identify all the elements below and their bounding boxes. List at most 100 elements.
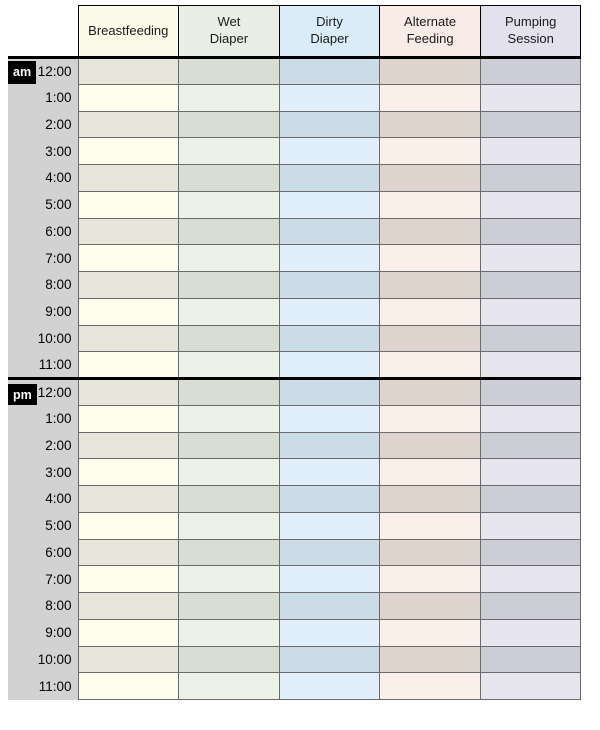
log-cell-wet-diaper[interactable]	[178, 431, 280, 460]
log-cell-alternate-feeding[interactable]	[379, 137, 481, 165]
log-cell-wet-diaper[interactable]	[178, 485, 280, 513]
log-cell-wet-diaper[interactable]	[178, 57, 280, 85]
log-cell-breastfeeding[interactable]	[77, 110, 180, 139]
log-cell-wet-diaper[interactable]	[178, 351, 280, 379]
log-cell-breastfeeding[interactable]	[77, 431, 180, 460]
log-cell-alternate-feeding[interactable]	[379, 217, 481, 246]
log-cell-pumping-session[interactable]	[479, 324, 582, 353]
log-cell-alternate-feeding[interactable]	[379, 431, 481, 460]
log-cell-dirty-diaper[interactable]	[278, 485, 381, 513]
log-cell-dirty-diaper[interactable]	[278, 217, 381, 246]
log-cell-pumping-session[interactable]	[479, 458, 582, 486]
log-cell-dirty-diaper[interactable]	[278, 110, 381, 139]
log-cell-pumping-session[interactable]	[479, 645, 582, 674]
log-cell-alternate-feeding[interactable]	[379, 377, 481, 406]
log-cell-dirty-diaper[interactable]	[278, 137, 381, 165]
log-cell-alternate-feeding[interactable]	[379, 110, 481, 139]
log-cell-wet-diaper[interactable]	[178, 565, 280, 593]
log-cell-breastfeeding[interactable]	[77, 672, 180, 700]
log-cell-alternate-feeding[interactable]	[379, 565, 481, 593]
log-cell-pumping-session[interactable]	[479, 565, 582, 593]
log-cell-pumping-session[interactable]	[479, 351, 582, 379]
log-cell-alternate-feeding[interactable]	[379, 592, 481, 620]
log-cell-breastfeeding[interactable]	[77, 485, 180, 513]
log-cell-wet-diaper[interactable]	[178, 110, 280, 139]
log-cell-alternate-feeding[interactable]	[379, 324, 481, 353]
log-cell-pumping-session[interactable]	[479, 538, 582, 567]
log-cell-wet-diaper[interactable]	[178, 645, 280, 674]
log-cell-pumping-session[interactable]	[479, 297, 582, 326]
log-cell-pumping-session[interactable]	[479, 244, 582, 272]
log-cell-wet-diaper[interactable]	[178, 164, 280, 192]
log-cell-pumping-session[interactable]	[479, 618, 582, 647]
log-cell-alternate-feeding[interactable]	[379, 297, 481, 326]
log-cell-pumping-session[interactable]	[479, 511, 582, 540]
log-cell-alternate-feeding[interactable]	[379, 645, 481, 674]
log-cell-wet-diaper[interactable]	[178, 377, 280, 406]
log-cell-pumping-session[interactable]	[479, 217, 582, 246]
log-cell-wet-diaper[interactable]	[178, 618, 280, 647]
log-cell-dirty-diaper[interactable]	[278, 351, 381, 379]
log-cell-wet-diaper[interactable]	[178, 217, 280, 246]
log-cell-breastfeeding[interactable]	[77, 592, 180, 620]
log-cell-breastfeeding[interactable]	[77, 351, 180, 379]
log-cell-pumping-session[interactable]	[479, 190, 582, 219]
log-cell-dirty-diaper[interactable]	[278, 404, 381, 433]
log-cell-dirty-diaper[interactable]	[278, 672, 381, 700]
log-cell-breastfeeding[interactable]	[77, 538, 180, 567]
log-cell-dirty-diaper[interactable]	[278, 511, 381, 540]
log-cell-dirty-diaper[interactable]	[278, 431, 381, 460]
log-cell-wet-diaper[interactable]	[178, 672, 280, 700]
log-cell-dirty-diaper[interactable]	[278, 244, 381, 272]
log-cell-wet-diaper[interactable]	[178, 404, 280, 433]
log-cell-wet-diaper[interactable]	[178, 511, 280, 540]
log-cell-wet-diaper[interactable]	[178, 297, 280, 326]
log-cell-dirty-diaper[interactable]	[278, 538, 381, 567]
log-cell-breastfeeding[interactable]	[77, 404, 180, 433]
log-cell-dirty-diaper[interactable]	[278, 565, 381, 593]
log-cell-alternate-feeding[interactable]	[379, 511, 481, 540]
log-cell-wet-diaper[interactable]	[178, 190, 280, 219]
log-cell-wet-diaper[interactable]	[178, 592, 280, 620]
log-cell-breastfeeding[interactable]	[77, 271, 180, 299]
log-cell-dirty-diaper[interactable]	[278, 297, 381, 326]
log-cell-wet-diaper[interactable]	[178, 324, 280, 353]
log-cell-breastfeeding[interactable]	[77, 190, 180, 219]
log-cell-dirty-diaper[interactable]	[278, 190, 381, 219]
log-cell-wet-diaper[interactable]	[178, 244, 280, 272]
log-cell-breastfeeding[interactable]	[77, 83, 180, 112]
log-cell-pumping-session[interactable]	[479, 431, 582, 460]
log-cell-pumping-session[interactable]	[479, 592, 582, 620]
log-cell-alternate-feeding[interactable]	[379, 404, 481, 433]
log-cell-pumping-session[interactable]	[479, 672, 582, 700]
log-cell-alternate-feeding[interactable]	[379, 83, 481, 112]
log-cell-alternate-feeding[interactable]	[379, 244, 481, 272]
log-cell-pumping-session[interactable]	[479, 377, 582, 406]
log-cell-breastfeeding[interactable]	[77, 164, 180, 192]
log-cell-pumping-session[interactable]	[479, 404, 582, 433]
log-cell-breastfeeding[interactable]	[77, 645, 180, 674]
log-cell-dirty-diaper[interactable]	[278, 377, 381, 406]
log-cell-breastfeeding[interactable]	[77, 377, 180, 406]
log-cell-breastfeeding[interactable]	[77, 217, 180, 246]
log-cell-pumping-session[interactable]	[479, 164, 582, 192]
log-cell-alternate-feeding[interactable]	[379, 672, 481, 700]
log-cell-alternate-feeding[interactable]	[379, 485, 481, 513]
log-cell-alternate-feeding[interactable]	[379, 57, 481, 85]
log-cell-breastfeeding[interactable]	[77, 324, 180, 353]
log-cell-pumping-session[interactable]	[479, 57, 582, 85]
log-cell-dirty-diaper[interactable]	[278, 592, 381, 620]
log-cell-alternate-feeding[interactable]	[379, 458, 481, 486]
log-cell-pumping-session[interactable]	[479, 485, 582, 513]
log-cell-dirty-diaper[interactable]	[278, 164, 381, 192]
log-cell-dirty-diaper[interactable]	[278, 324, 381, 353]
log-cell-pumping-session[interactable]	[479, 110, 582, 139]
log-cell-wet-diaper[interactable]	[178, 458, 280, 486]
log-cell-breastfeeding[interactable]	[77, 57, 180, 85]
log-cell-dirty-diaper[interactable]	[278, 618, 381, 647]
log-cell-dirty-diaper[interactable]	[278, 458, 381, 486]
log-cell-wet-diaper[interactable]	[178, 137, 280, 165]
log-cell-dirty-diaper[interactable]	[278, 645, 381, 674]
log-cell-alternate-feeding[interactable]	[379, 190, 481, 219]
log-cell-breastfeeding[interactable]	[77, 618, 180, 647]
